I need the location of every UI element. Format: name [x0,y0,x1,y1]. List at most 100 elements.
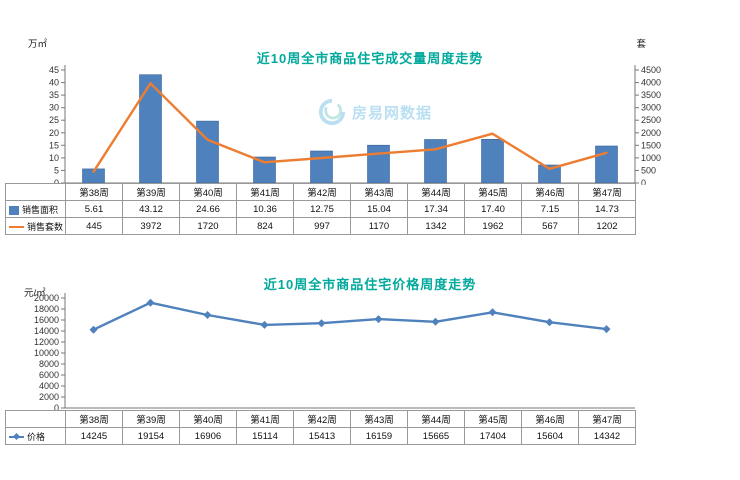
value-cell: 15665 [407,427,465,445]
svg-text:2000: 2000 [641,128,661,138]
orange-line-legend-icon [9,226,24,229]
svg-text:1000: 1000 [641,153,661,163]
week-label-cell: 第46周 [521,410,579,428]
value-cell: 14245 [65,427,123,445]
svg-text:500: 500 [641,165,656,175]
price-chart-title: 近10周全市商品住宅价格周度走势 [263,277,477,292]
value-cell: 14342 [578,427,636,445]
line-series [89,298,611,334]
axis: 0 5 10 15 20 25 30 35 40 45 0 500 1000 1500 2000 2500 30… [49,65,661,185]
svg-text:15: 15 [49,140,59,150]
value-cell: 1170 [350,217,408,235]
svg-text:2500: 2500 [641,115,661,125]
week-label-cell: 第45周 [464,183,522,201]
svg-text:3500: 3500 [641,90,661,100]
value-cell: 997 [293,217,351,235]
table-corner-cell [5,183,66,201]
table-corner-cell [5,410,66,428]
week-label-cell: 第47周 [578,183,636,201]
svg-text:0: 0 [641,178,646,185]
volume-right-axis-unit: 套 [636,39,646,50]
price-data-table: 第38周 第39周 第40周 第41周 第42周 第43周 第44周 第45周 第46周 第47周… [5,410,636,445]
value-cell: 445 [65,217,123,235]
volume-left-axis-unit: 万㎡ [28,39,48,50]
svg-text:5: 5 [54,165,59,175]
value-cell: 24.66 [179,200,237,218]
series-row: 销售面积 5.61 43.12 24.66 10.36 12.75 15.04 17.34 17… [5,200,636,218]
value-cell: 16159 [350,427,408,445]
week-label-cell: 第39周 [122,183,180,201]
value-cell: 1342 [407,217,465,235]
week-label-cell: 第43周 [350,410,408,428]
svg-text:20000: 20000 [34,293,59,303]
value-cell: 7.15 [521,200,579,218]
week-label-cell: 第44周 [407,410,465,428]
series-label-cell: 销售面积 [5,200,66,218]
svg-text:10000: 10000 [34,348,59,358]
svg-text:3000: 3000 [641,103,661,113]
value-cell: 567 [521,217,579,235]
series-row: 价格 14245 19154 16906 15114 15413 16159 15665 174… [5,427,636,445]
week-label-cell: 第40周 [179,183,237,201]
svg-text:0: 0 [54,178,59,185]
week-label-cell: 第39周 [122,410,180,428]
week-label-cell: 第42周 [293,410,351,428]
week-header-row: 第38周 第39周 第40周 第41周 第42周 第43周 第44周 第45周 第46周 第47周 [5,410,636,428]
week-label-cell: 第41周 [236,183,294,201]
week-label-cell: 第43周 [350,183,408,201]
value-cell: 824 [236,217,294,235]
svg-text:40: 40 [49,78,59,88]
value-cell: 15604 [521,427,579,445]
value-cell: 17.40 [464,200,522,218]
week-label-cell: 第38周 [65,410,123,428]
svg-text:4000: 4000 [641,78,661,88]
volume-chart-title: 近10周全市商品住宅成交量周度走势 [256,51,484,66]
square-legend-icon [9,205,19,215]
value-cell: 10.36 [236,200,294,218]
series-label-cell: 价格 [5,427,66,445]
value-cell: 43.12 [122,200,180,218]
svg-text:25: 25 [49,115,59,125]
svg-text:14000: 14000 [34,326,59,336]
price-chart-plot: 0200040006000800010000120001400016000180… [34,293,635,413]
week-label-cell: 第42周 [293,183,351,201]
svg-text:10: 10 [49,153,59,163]
bar-series [82,74,618,184]
svg-text:1500: 1500 [641,140,661,150]
week-header-row: 第38周 第39周 第40周 第41周 第42周 第43周 第44周 第45周 第46周 第47周 [5,183,636,201]
volume-chart-section: 万㎡ 近10周全市商品住宅成交量周度走势 套 0 5 10 15 20 25 30 35 40 4… [0,30,740,265]
volume-chart-plot: 0 5 10 15 20 25 30 35 40 45 0 500 1000 1500 2000 2500 30… [49,65,661,185]
value-cell: 17404 [464,427,522,445]
line-series [92,82,608,174]
svg-text:16000: 16000 [34,315,59,325]
svg-text:4000: 4000 [39,381,59,391]
svg-text:12000: 12000 [34,337,59,347]
value-cell: 19154 [122,427,180,445]
price-left-axis-unit: 元/㎡ [24,288,46,299]
week-label-cell: 第47周 [578,410,636,428]
value-cell: 15114 [236,427,294,445]
value-cell: 1962 [464,217,522,235]
value-cell: 14.73 [578,200,636,218]
svg-text:8000: 8000 [39,359,59,369]
diamond-line-legend-icon [9,436,24,439]
week-label-cell: 第40周 [179,410,237,428]
axis: 0200040006000800010000120001400016000180… [34,293,635,413]
value-cell: 1720 [179,217,237,235]
value-cell: 3972 [122,217,180,235]
svg-text:4500: 4500 [641,65,661,75]
value-cell: 15.04 [350,200,408,218]
volume-data-table: 第38周 第39周 第40周 第41周 第42周 第43周 第44周 第45周 第46周 第47周… [5,183,636,235]
series-label-cell: 销售套数 [5,217,66,235]
week-label-cell: 第46周 [521,183,579,201]
value-cell: 12.75 [293,200,351,218]
svg-text:35: 35 [49,90,59,100]
value-cell: 16906 [179,427,237,445]
value-cell: 15413 [293,427,351,445]
week-label-cell: 第41周 [236,410,294,428]
svg-text:18000: 18000 [34,304,59,314]
value-cell: 1202 [578,217,636,235]
price-chart-section: 近10周全市商品住宅价格周度走势 元/㎡ 0 2000 4000 6000 8000 10… [0,272,740,462]
value-cell: 17.34 [407,200,465,218]
